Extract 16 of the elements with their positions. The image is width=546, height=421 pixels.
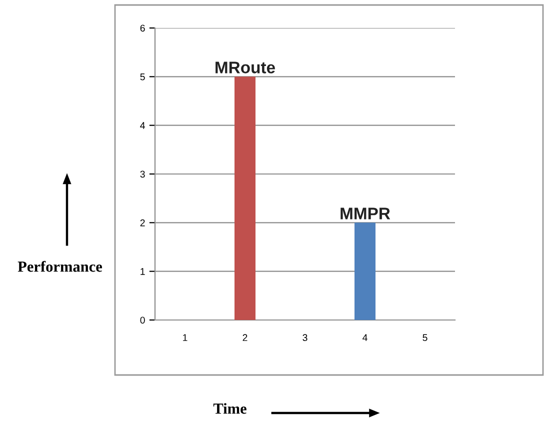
series-label: MRoute	[216, 62, 275, 74]
y-tick-label: 0	[140, 316, 145, 324]
y-tick-label: 6	[140, 24, 145, 32]
x-tick-label: 5	[422, 334, 428, 342]
y-tick-label: 1	[140, 268, 145, 275]
y-tick-label: 5	[140, 74, 145, 80]
x-tick-label: 2	[242, 334, 248, 341]
x-tick-label: 4	[362, 334, 368, 341]
x-tick-label: 3	[302, 334, 308, 342]
y-tick-label: 3	[140, 170, 145, 178]
x-tick-label: 1	[183, 334, 188, 341]
y-tick-label: 2	[140, 219, 145, 226]
series-label: MMPR	[340, 208, 390, 220]
x-axis-title: Time	[213, 403, 246, 414]
y-tick-label: 4	[140, 122, 145, 129]
y-axis-title: Performance	[18, 260, 102, 272]
